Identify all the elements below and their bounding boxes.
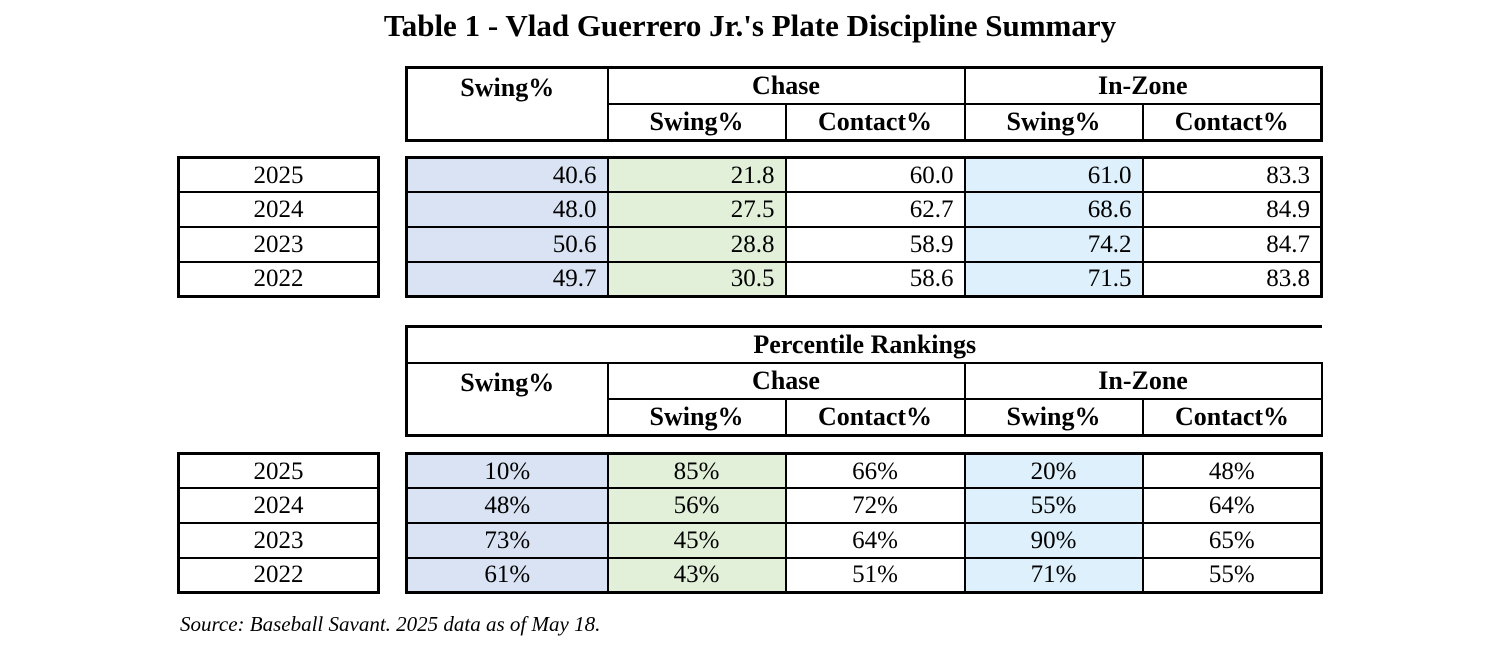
year-table: 2025 2024 2023 2022 xyxy=(177,452,380,594)
year-cell: 2022 xyxy=(177,556,380,594)
header-row: Swing% Chase In-Zone xyxy=(405,66,1323,142)
year-row: 2024 xyxy=(177,487,380,524)
header-cell: Contact% xyxy=(1141,397,1323,437)
year-row: 2023 xyxy=(177,225,380,263)
year-row: 2025 xyxy=(177,156,380,194)
year-cell: 2025 xyxy=(177,156,380,194)
data-cell: 43% xyxy=(606,556,787,594)
data-cell: 83.3 xyxy=(1141,156,1323,194)
year-cell: 2022 xyxy=(177,260,380,298)
data-cell: 58.9 xyxy=(784,225,966,263)
data-cell: 20% xyxy=(963,452,1144,490)
data-cell: 71.5 xyxy=(963,260,1144,298)
header-table: Percentile Rankings Swing% Chase In-Zone Swi… xyxy=(405,325,1323,437)
header-cell: Chase xyxy=(606,66,966,105)
data-row: 49.7 30.5 58.6 71.5 83.8 xyxy=(405,260,1323,298)
year-cell: 2025 xyxy=(177,452,380,490)
data-cell: 68.6 xyxy=(963,191,1144,228)
data-cell: 62.7 xyxy=(784,191,966,228)
data-cell: 49.7 xyxy=(405,260,609,298)
year-cell: 2023 xyxy=(177,225,380,263)
year-cell: 2023 xyxy=(177,521,380,559)
year-row: 2024 xyxy=(177,191,380,228)
data-row: 48% 56% 72% 55% 64% xyxy=(405,487,1323,524)
data-cell: 58.6 xyxy=(784,260,966,298)
data-cell: 64% xyxy=(1141,487,1323,524)
data-cell: 56% xyxy=(606,487,787,524)
data-row: 73% 45% 64% 90% 65% xyxy=(405,521,1323,559)
title: Table 1 - Vlad Guerrero Jr.'s Plate Disc… xyxy=(383,8,1117,43)
header-cell: Contact% xyxy=(784,397,966,437)
data-cell: 74.2 xyxy=(963,225,1144,263)
header-cell: Contact% xyxy=(1141,102,1323,142)
data-cell: 21.8 xyxy=(606,156,787,194)
data-cell: 61% xyxy=(405,556,609,594)
header-cell: Swing% xyxy=(405,361,609,437)
data-cell: 10% xyxy=(405,452,609,490)
year-table: 2025 2024 2023 2022 xyxy=(177,156,380,298)
data-cell: 28.8 xyxy=(606,225,787,263)
data-cell: 85% xyxy=(606,452,787,490)
header-cell: Chase xyxy=(606,361,966,400)
header-cell: Contact% xyxy=(784,102,966,142)
header-table: Swing% Chase In-Zone Swing% Contact% Swing% Co… xyxy=(405,66,1324,142)
header-cell: Swing% xyxy=(963,102,1144,142)
data-cell: 48% xyxy=(1141,452,1323,490)
data-cell: 72% xyxy=(784,487,966,524)
data-cell: 55% xyxy=(1141,556,1323,594)
year-row: 2022 xyxy=(177,260,380,298)
year-row: 2022 xyxy=(177,556,380,594)
data-cell: 83.8 xyxy=(1141,260,1323,298)
header-row: Swing% Chase In-Zone xyxy=(405,361,1323,437)
header-cell: Swing% xyxy=(963,397,1144,437)
header-cell: Swing% xyxy=(405,66,609,142)
year-cell: 2024 xyxy=(177,191,380,228)
header-row: Swing% Contact% Swing% Contact% xyxy=(407,397,1323,437)
data-cell: 45% xyxy=(606,521,787,559)
table-title: Percentile Rankings xyxy=(405,325,1322,364)
data-row: 10% 85% 66% 20% 48% xyxy=(405,452,1323,490)
data-cell: 51% xyxy=(784,556,966,594)
data-cell: 48.0 xyxy=(405,191,609,228)
year-row: 2025 xyxy=(177,452,380,490)
header-cell: In-Zone xyxy=(963,66,1323,105)
data-cell: 90% xyxy=(963,521,1144,559)
data-row: 48.0 27.5 62.7 68.6 84.9 xyxy=(405,191,1323,228)
data-cell: 65% xyxy=(1141,521,1323,559)
title-row: Percentile Rankings xyxy=(405,325,1322,364)
data-cell: 71% xyxy=(963,556,1144,594)
source-note: Source: Baseball Savant. 2025 data as of… xyxy=(180,612,601,636)
header-cell: Swing% xyxy=(606,102,787,142)
year-cell: 2024 xyxy=(177,487,380,524)
data-cell: 64% xyxy=(784,521,966,559)
data-cell: 73% xyxy=(405,521,609,559)
data-table: 10% 85% 66% 20% 48% 48% 56% 72% 55% 64% 73% 45% 64% 9… xyxy=(405,452,1323,594)
data-cell: 84.9 xyxy=(1141,191,1323,228)
data-row: 40.6 21.8 60.0 61.0 83.3 xyxy=(405,156,1323,194)
header-row: Swing% Contact% Swing% Contact% xyxy=(407,102,1323,142)
data-cell: 48% xyxy=(405,487,609,524)
header-cell: In-Zone xyxy=(963,361,1323,400)
data-row: 50.6 28.8 58.9 74.2 84.7 xyxy=(405,225,1323,263)
data-cell: 66% xyxy=(784,452,966,490)
year-row: 2023 xyxy=(177,521,380,559)
data-table: 40.6 21.8 60.0 61.0 83.3 48.0 27.5 62.7 68.6 84.9… xyxy=(405,156,1323,298)
data-cell: 27.5 xyxy=(606,191,787,228)
header-cell: Swing% xyxy=(606,397,787,437)
data-row: 61% 43% 51% 71% 55% xyxy=(405,556,1323,594)
data-cell: 55% xyxy=(963,487,1144,524)
data-cell: 50.6 xyxy=(405,225,609,263)
data-cell: 60.0 xyxy=(784,156,966,194)
data-cell: 61.0 xyxy=(963,156,1144,194)
data-cell: 40.6 xyxy=(405,156,609,194)
data-cell: 30.5 xyxy=(606,260,787,298)
data-cell: 84.7 xyxy=(1141,225,1323,263)
